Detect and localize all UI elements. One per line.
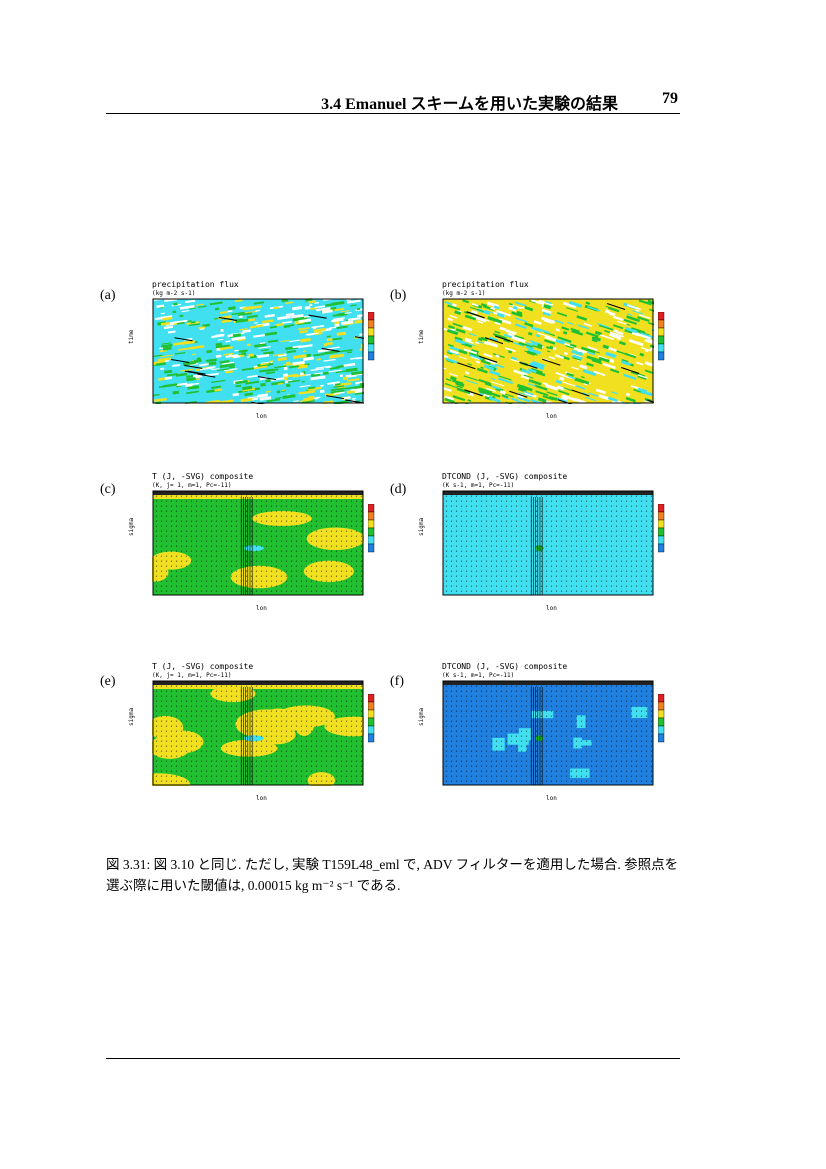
colorbar bbox=[658, 312, 665, 361]
figure-caption: 図 3.31: 図 3.10 と同じ. ただし, 実験 T159L48_eml … bbox=[106, 857, 679, 893]
panel-title: DTCOND (J, -SVG) composite bbox=[442, 662, 568, 671]
plot-area bbox=[442, 680, 654, 786]
footer-rule bbox=[106, 1058, 680, 1059]
colorbar bbox=[368, 504, 375, 553]
panel-title: precipitation flux bbox=[152, 280, 239, 289]
colorbar bbox=[368, 312, 375, 361]
header-rule bbox=[106, 113, 680, 114]
colorbar bbox=[658, 504, 665, 553]
section-title: 3.4 Emanuel スキームを用いた実験の結果 bbox=[321, 96, 618, 113]
page-number: 79 bbox=[662, 90, 678, 107]
panel-letter-a: (a) bbox=[100, 288, 116, 303]
plot-area bbox=[152, 298, 364, 404]
panel-subtitle: (kg m-2 s-1) bbox=[152, 290, 196, 297]
plot-area bbox=[442, 298, 654, 404]
colorbar bbox=[368, 694, 375, 743]
panel-letter-e: (e) bbox=[100, 674, 116, 689]
panel-title: precipitation flux bbox=[442, 280, 529, 289]
panel-d: DTCOND (J, -SVG) composite (K s-1, m=1, P… bbox=[396, 472, 666, 644]
x-axis-label: lon bbox=[256, 605, 267, 612]
panel-letter-c: (c) bbox=[100, 482, 116, 497]
x-axis-label: lon bbox=[546, 413, 557, 420]
plot-area bbox=[442, 490, 654, 596]
panel-subtitle: (kg m-2 s-1) bbox=[442, 290, 486, 297]
panel-title: T (J, -SVG) composite bbox=[152, 662, 254, 671]
x-axis-label: lon bbox=[256, 413, 267, 420]
y-axis-label: sigma bbox=[128, 517, 135, 536]
panel-f: DTCOND (J, -SVG) composite (K s-1, m=1, P… bbox=[396, 662, 666, 834]
panel-letter-d: (d) bbox=[390, 482, 407, 497]
panel-e: T (J, -SVG) composite (K, j= 1, m=1, Pc=-… bbox=[106, 662, 376, 834]
panel-title: T (J, -SVG) composite bbox=[152, 472, 254, 481]
x-axis-label: lon bbox=[546, 795, 557, 802]
plot-area bbox=[152, 490, 364, 596]
running-header: 3.4 Emanuel スキームを用いた実験の結果 79 bbox=[106, 88, 680, 113]
x-axis-label: lon bbox=[546, 605, 557, 612]
y-axis-label: time bbox=[418, 329, 425, 344]
panel-letter-b: (b) bbox=[390, 288, 407, 303]
panel-subtitle: (K s-1, m=1, Pc=-11) bbox=[442, 672, 515, 679]
plot-area bbox=[152, 680, 364, 786]
panel-subtitle: (K s-1, m=1, Pc=-11) bbox=[442, 482, 515, 489]
y-axis-label: sigma bbox=[418, 707, 425, 726]
panel-c: T (J, -SVG) composite (K, j= 1, m=1, Pc=-… bbox=[106, 472, 376, 644]
panel-a: precipitation flux (kg m-2 s-1) time lon bbox=[106, 280, 376, 452]
panel-title: DTCOND (J, -SVG) composite bbox=[442, 472, 568, 481]
panel-b: precipitation flux (kg m-2 s-1) time lon bbox=[396, 280, 666, 452]
panel-subtitle: (K, j= 1, m=1, Pc=-11) bbox=[152, 672, 232, 679]
panel-subtitle: (K, j= 1, m=1, Pc=-11) bbox=[152, 482, 232, 489]
y-axis-label: time bbox=[128, 329, 135, 344]
panel-letter-f: (f) bbox=[390, 674, 404, 689]
x-axis-label: lon bbox=[256, 795, 267, 802]
y-axis-label: sigma bbox=[418, 517, 425, 536]
y-axis-label: sigma bbox=[128, 707, 135, 726]
colorbar bbox=[658, 694, 665, 743]
